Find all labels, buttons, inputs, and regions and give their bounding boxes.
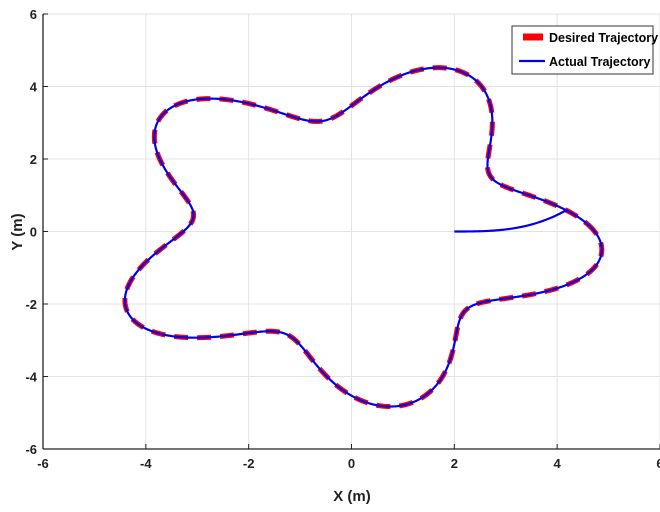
y-tick-label: 0	[30, 225, 37, 240]
actual-trajectory-line	[123, 66, 603, 408]
y-tick-label: 6	[30, 7, 37, 22]
grid-lines	[42, 13, 660, 450]
x-tick-label: -6	[37, 456, 49, 471]
y-tick-label: 2	[30, 152, 37, 167]
x-tick-label: 2	[451, 456, 458, 471]
x-tick-label: 0	[348, 456, 355, 471]
x-axis-label: X (m)	[333, 488, 371, 505]
series-layer	[122, 65, 605, 410]
legend-label-actual: Actual Trajectory	[549, 55, 650, 69]
y-tick-label: 4	[30, 80, 38, 95]
x-tick-label: 4	[554, 456, 562, 471]
desired-trajectory-line	[122, 65, 605, 410]
legend-label-desired: Desired Trajectory	[549, 31, 658, 45]
axes-frame	[42, 13, 660, 450]
legend: Desired Trajectory Actual Trajectory	[511, 25, 658, 75]
y-tick-label: -4	[25, 370, 37, 385]
x-tick-label: 6	[656, 456, 660, 471]
y-axis-label: Y (m)	[9, 213, 26, 250]
tick-labels: -6 -4 -2 0 2 4 6 -6 -4 -2 0 2 4 6	[25, 7, 660, 471]
y-tick-label: -2	[25, 297, 37, 312]
x-tick-label: -2	[243, 456, 255, 471]
y-tick-label: -6	[25, 442, 37, 457]
x-tick-label: -4	[140, 456, 152, 471]
